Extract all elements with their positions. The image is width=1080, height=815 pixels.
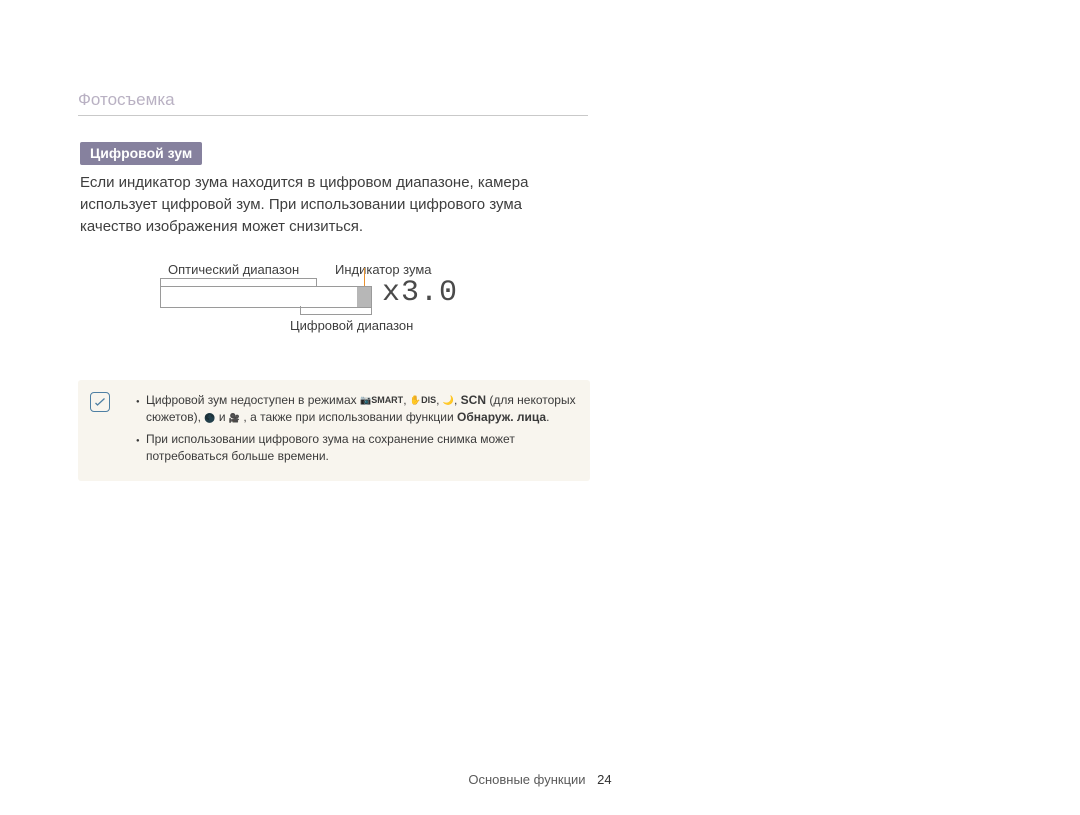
footer-chapter: Основные функции: [468, 772, 585, 787]
note-text: Цифровой зум недоступен в режимах: [146, 393, 360, 407]
note-bold: Обнаруж. лица: [457, 410, 546, 424]
label-optical-range: Оптический диапазон: [168, 262, 299, 277]
video-icon: 🎥: [229, 410, 240, 427]
note-info-icon: [90, 392, 110, 412]
mode-dis-label: DIS: [421, 392, 436, 409]
header-divider: [78, 115, 588, 116]
body-paragraph: Если индикатор зума находится в цифровом…: [80, 172, 580, 238]
zoom-indicator-pointer: [364, 268, 365, 286]
night-icon: 🌙: [443, 392, 454, 409]
sub-heading-badge: Цифровой зум: [80, 142, 202, 165]
note-bullet-2: При использовании цифрового зума на сохр…: [136, 431, 576, 465]
zoom-bar: [160, 286, 372, 308]
zoom-value: x3.0: [382, 276, 458, 310]
footer-page-number: 24: [597, 772, 611, 787]
note-text: и: [219, 410, 229, 424]
page-footer: Основные функции 24: [0, 772, 1080, 787]
moon-icon: 🌑: [204, 410, 215, 427]
section-header: Фотосъемка: [78, 90, 175, 110]
mode-scn-label: SCN: [461, 393, 486, 407]
hand-dis-icon: ✋: [410, 392, 421, 409]
note-bullet-1: Цифровой зум недоступен в режимах 📷SMART…: [136, 392, 576, 427]
label-digital-range: Цифровой диапазон: [290, 318, 413, 333]
zoom-bar-fill: [357, 287, 371, 307]
mode-smart-label: SMART: [371, 392, 403, 409]
bracket-digital-range: [300, 306, 372, 315]
camera-smart-icon: 📷: [360, 392, 371, 409]
info-note: Цифровой зум недоступен в режимах 📷SMART…: [78, 380, 590, 481]
label-zoom-indicator: Индикатор зума: [335, 262, 432, 277]
note-text: , а также при использовании функции: [243, 410, 457, 424]
